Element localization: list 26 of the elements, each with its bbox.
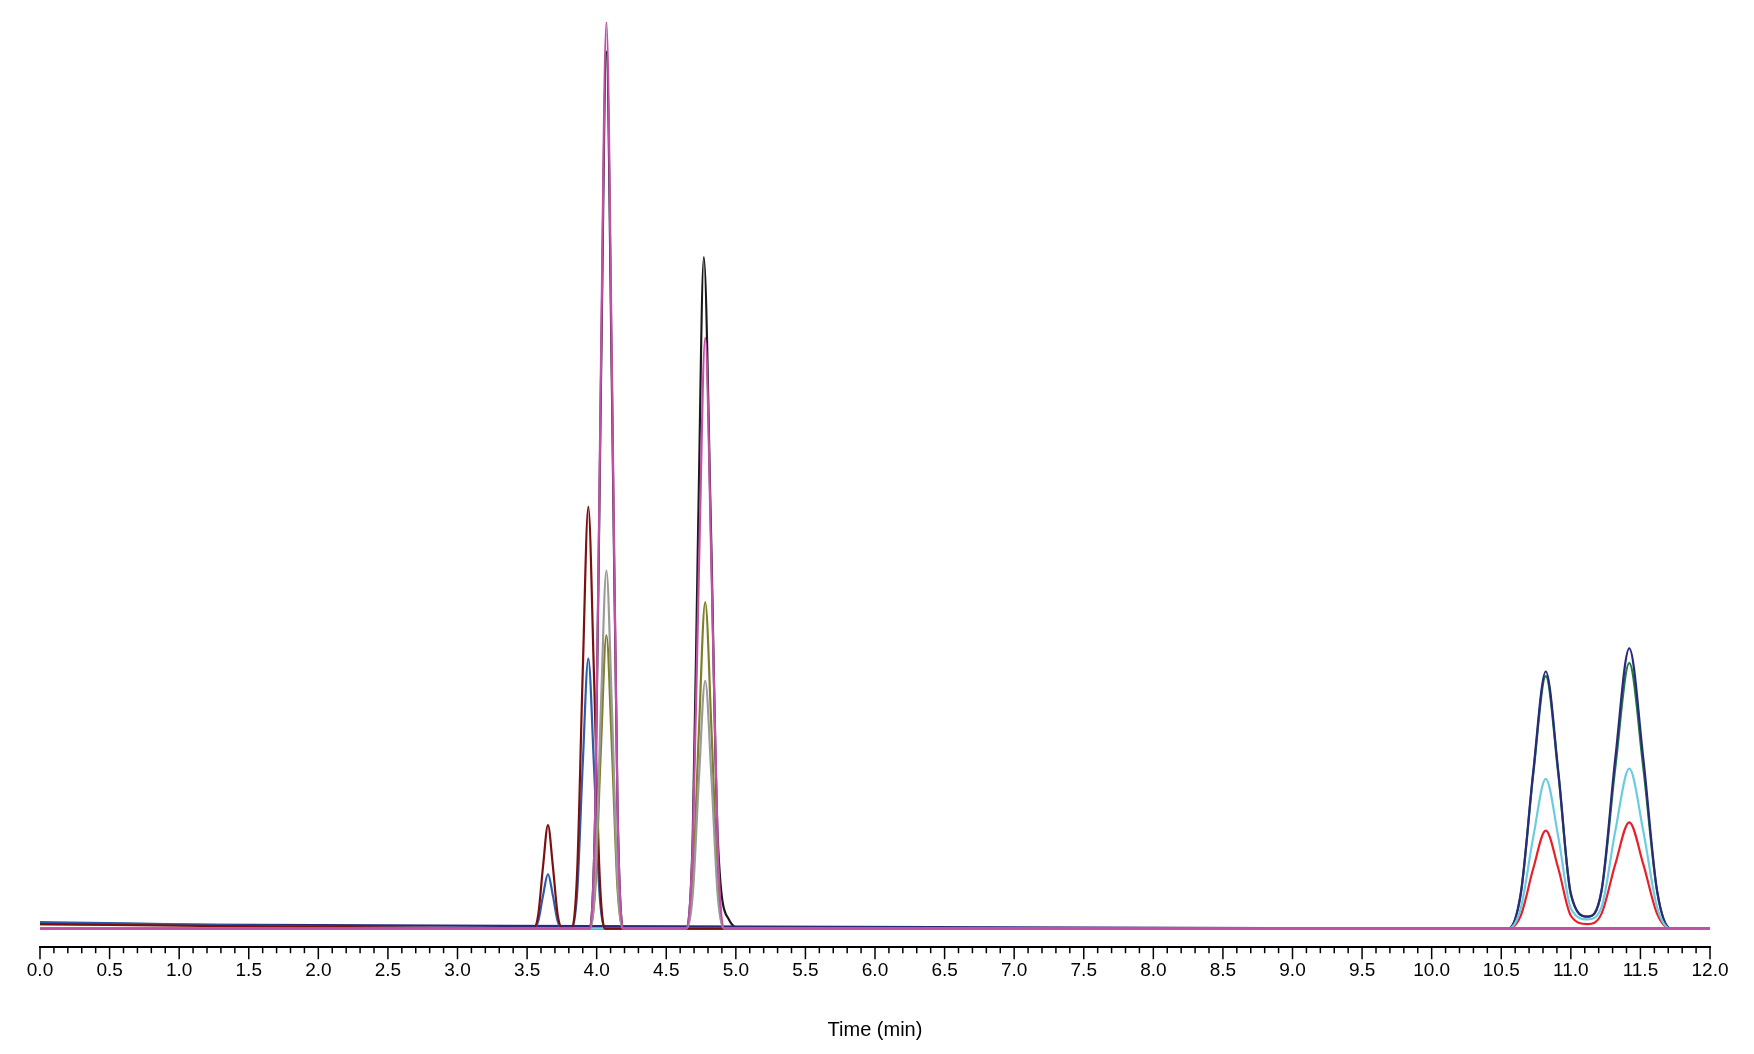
x-tick-label: 3.0 <box>444 958 471 980</box>
x-tick-label: 2.0 <box>305 958 332 980</box>
x-tick-label: 0.5 <box>96 958 123 980</box>
x-tick-label: 9.5 <box>1348 958 1376 980</box>
x-tick-label: 7.0 <box>1000 958 1028 980</box>
x-tick-label: 8.0 <box>1140 958 1167 980</box>
x-tick-label: 1.5 <box>235 958 262 980</box>
x-tick-label: 6.5 <box>931 958 958 980</box>
x-tick-label: 3.5 <box>513 958 541 980</box>
x-tick-label: 6.0 <box>861 958 889 980</box>
x-tick-label: 1.0 <box>165 958 193 980</box>
x-tick-label: 5.0 <box>722 958 750 980</box>
x-axis-title: Time (min) <box>827 1017 923 1040</box>
x-tick-label: 12.0 <box>1691 958 1729 980</box>
x-tick-label: 11.5 <box>1622 958 1659 980</box>
x-tick-label: 10.0 <box>1413 958 1451 980</box>
x-tick-label: 10.5 <box>1482 958 1520 980</box>
x-tick-label: 5.5 <box>792 958 819 980</box>
x-tick-label: 4.0 <box>583 958 610 980</box>
x-tick-label: 2.5 <box>374 958 402 980</box>
x-tick-label: 0.0 <box>26 958 54 980</box>
x-tick-label: 11.0 <box>1553 958 1589 980</box>
x-tick-label: 9.0 <box>1279 958 1306 980</box>
x-tick-label: 8.5 <box>1209 958 1237 980</box>
x-tick-label: 4.5 <box>653 958 680 980</box>
x-tick-label: 7.5 <box>1070 958 1097 980</box>
